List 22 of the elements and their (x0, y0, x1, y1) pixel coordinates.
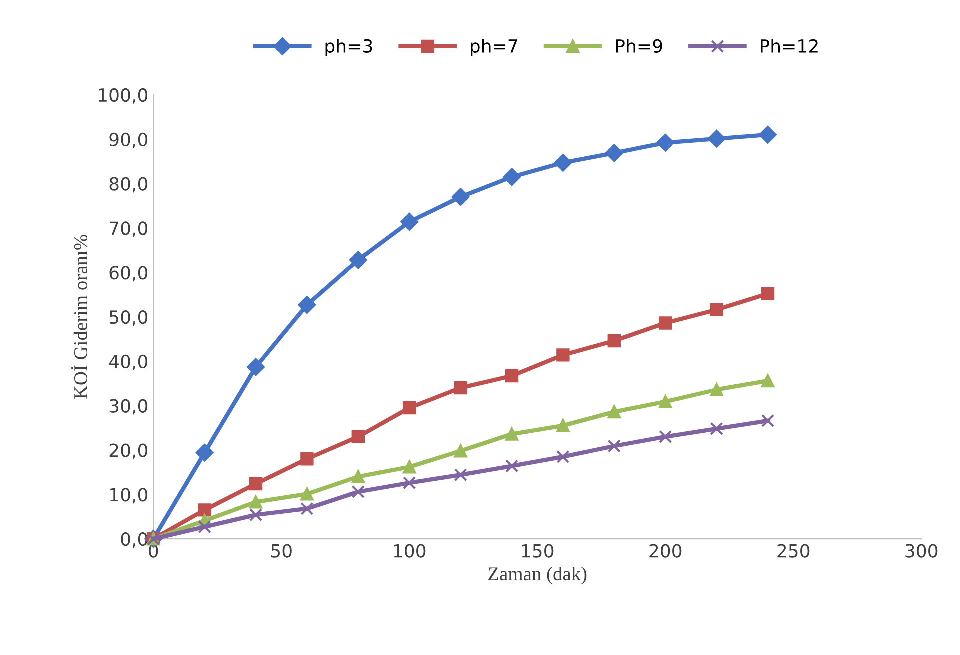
y-tick-label: 10,0 (110, 488, 148, 504)
y-tick-label: 100,0 (99, 88, 148, 104)
y-tick-label: 70,0 (110, 222, 148, 238)
y-tick-label: 40,0 (109, 354, 148, 370)
x-tick-label: 250 (778, 544, 810, 558)
legend-label: ph=3 (326, 39, 372, 57)
y-tick-label: 60,0 (110, 266, 148, 282)
x-tick-label: 50 (272, 544, 292, 558)
y-tick-label: 90,0 (110, 132, 148, 148)
y-axis-title: KOİ Giderim oranı% (71, 235, 88, 400)
legend-label: Ph=9 (616, 39, 662, 54)
x-axis-title: Zaman (dak) (488, 566, 587, 585)
y-tick-label: 50,0 (110, 310, 148, 326)
y-tick-label: 30,0 (110, 399, 148, 415)
x-tick-label: 150 (522, 544, 554, 558)
x-tick-label: 300 (906, 544, 938, 558)
x-tick-label: 200 (650, 544, 682, 558)
y-tick-label: 80,0 (110, 177, 148, 193)
x-tick-label: 100 (394, 544, 426, 558)
y-tick-label: 20,0 (110, 444, 148, 460)
legend-label: Ph=12 (761, 39, 818, 53)
legend-label: ph=7 (471, 39, 518, 57)
